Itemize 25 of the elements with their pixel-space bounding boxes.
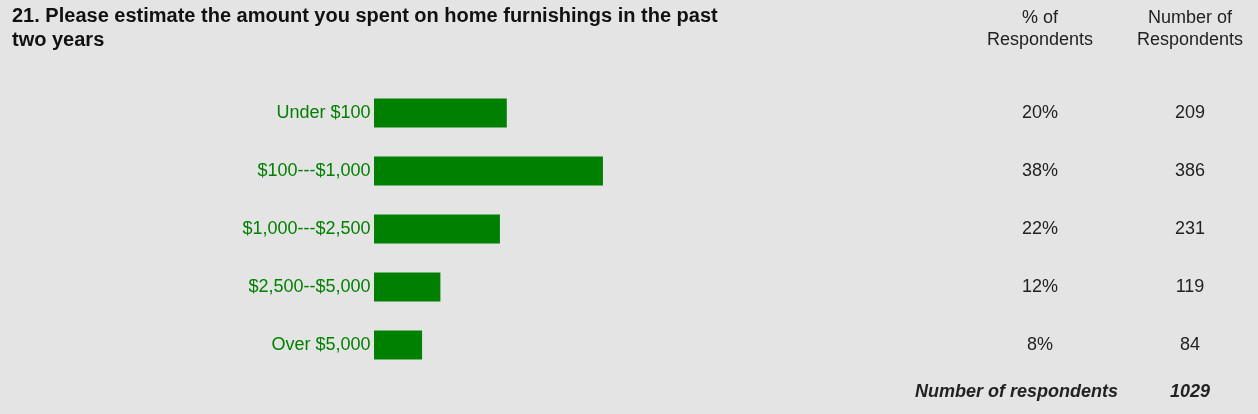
text: Number of respondents — [914, 381, 1118, 401]
bar — [374, 98, 507, 128]
text: 84 — [1179, 334, 1201, 354]
text: % of Respondents — [986, 7, 1094, 49]
text: 12% — [1021, 276, 1059, 296]
y-tick-label: $100---$1,000 — [257, 160, 371, 180]
bar — [374, 214, 500, 244]
text: 38% — [1021, 160, 1059, 180]
text: 231 — [1174, 218, 1206, 238]
y-tick-label: Under $100 — [276, 102, 371, 122]
bar — [374, 330, 423, 360]
text: 22% — [1021, 218, 1059, 238]
y-tick-label: $1,000---$2,500 — [242, 218, 371, 238]
text: 8% — [1026, 334, 1054, 354]
y-tick-label: Over $5,000 — [271, 334, 371, 354]
bar — [374, 272, 441, 302]
text: Number of Respondents — [1136, 7, 1244, 49]
text: 209 — [1174, 102, 1206, 122]
text: 20% — [1021, 102, 1059, 122]
chart-title: 21. Please estimate the amount you spent on home furnishings in the past two years — [12, 4, 719, 50]
bar — [374, 156, 603, 186]
text: 1029 — [1169, 381, 1211, 401]
y-tick-label: $2,500--$5,000 — [248, 276, 371, 296]
text: 119 — [1175, 276, 1205, 296]
text: 386 — [1174, 160, 1206, 180]
